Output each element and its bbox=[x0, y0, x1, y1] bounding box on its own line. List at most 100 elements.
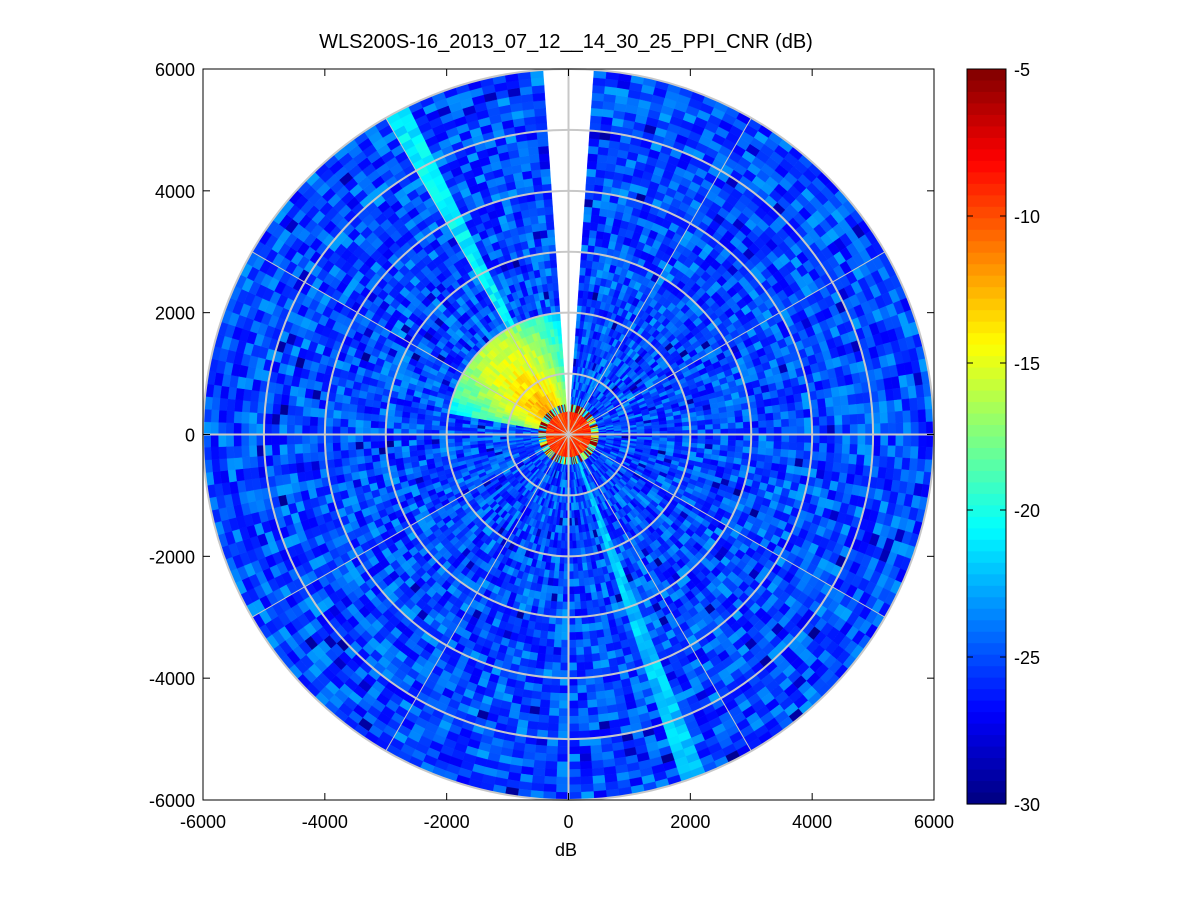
heatmap-cell bbox=[400, 422, 410, 430]
heatmap-cell bbox=[355, 434, 364, 443]
heatmap-cell bbox=[551, 585, 559, 595]
heatmap-cell bbox=[773, 434, 782, 443]
heatmap-cell bbox=[765, 448, 774, 457]
heatmap-cell bbox=[557, 335, 563, 344]
heatmap-cell bbox=[539, 229, 549, 239]
heatmap-cell bbox=[727, 422, 737, 430]
heatmap-cell bbox=[575, 639, 584, 648]
heatmap-cell bbox=[533, 238, 543, 248]
heatmap-cell bbox=[596, 636, 606, 646]
heatmap-cell bbox=[588, 229, 598, 239]
heatmap-cell bbox=[408, 417, 418, 425]
heatmap-cell bbox=[735, 440, 744, 447]
heatmap-cell bbox=[545, 638, 555, 648]
heatmap-cell bbox=[589, 222, 599, 232]
heatmap-cell bbox=[697, 424, 706, 431]
heatmap-cell bbox=[347, 441, 357, 451]
heatmap-cell bbox=[573, 578, 580, 587]
heatmap-cell bbox=[557, 327, 562, 337]
heatmap-cell bbox=[560, 639, 569, 648]
heatmap-cell bbox=[364, 461, 374, 471]
heatmap-cell bbox=[558, 563, 565, 572]
heatmap-cell bbox=[758, 434, 767, 442]
heatmap-cell bbox=[561, 624, 569, 633]
heatmap-cell bbox=[581, 236, 590, 246]
heatmap-cell bbox=[757, 413, 767, 422]
heatmap-cell bbox=[362, 427, 371, 435]
heatmap-cell bbox=[363, 454, 373, 464]
heatmap-cell bbox=[573, 586, 580, 595]
heatmap-cell bbox=[408, 444, 418, 452]
heatmap-cell bbox=[538, 637, 548, 647]
heatmap-cell bbox=[547, 282, 554, 292]
heatmap-cell bbox=[772, 448, 782, 458]
heatmap-cell bbox=[370, 440, 379, 449]
heatmap-cell bbox=[712, 439, 721, 446]
heatmap-cell bbox=[362, 434, 371, 442]
heatmap-cell bbox=[476, 437, 486, 442]
heatmap-cell bbox=[551, 274, 559, 284]
heatmap-cell bbox=[704, 419, 714, 426]
heatmap-cell bbox=[372, 460, 382, 470]
heatmap-cell bbox=[469, 437, 478, 442]
heatmap-cell bbox=[355, 419, 364, 428]
heatmap-cell bbox=[484, 436, 493, 441]
heatmap-cell bbox=[765, 419, 775, 428]
heatmap-cell bbox=[545, 221, 555, 231]
heatmap-cell bbox=[758, 427, 767, 435]
heatmap-cell bbox=[758, 440, 767, 449]
heatmap-cell bbox=[712, 423, 721, 430]
heatmap-cell bbox=[758, 420, 767, 429]
heatmap-cell bbox=[423, 439, 433, 445]
heatmap-cell bbox=[579, 593, 587, 602]
heatmap-cell bbox=[461, 441, 471, 446]
heatmap-cell bbox=[588, 622, 597, 632]
heatmap-cell bbox=[537, 645, 547, 655]
heatmap-cell bbox=[557, 586, 564, 595]
heatmap-cell bbox=[393, 415, 403, 424]
heatmap-cell bbox=[734, 415, 744, 424]
heatmap-cell bbox=[539, 630, 549, 640]
heatmap-cell bbox=[572, 563, 579, 572]
heatmap-cell bbox=[370, 420, 379, 429]
heatmap-cell bbox=[568, 624, 576, 633]
heatmap-cell bbox=[550, 267, 558, 276]
heatmap-cell bbox=[582, 631, 591, 640]
heatmap-cell bbox=[558, 570, 564, 580]
heatmap-cell bbox=[697, 438, 706, 445]
heatmap-cell bbox=[547, 236, 556, 246]
heatmap-cell bbox=[583, 577, 590, 587]
heatmap-cell bbox=[577, 562, 584, 572]
heatmap-cell bbox=[540, 622, 549, 632]
heatmap-cell bbox=[349, 463, 359, 474]
heatmap-cell bbox=[719, 444, 729, 452]
heatmap-cell bbox=[545, 275, 553, 284]
heatmap-cell bbox=[764, 405, 774, 415]
heatmap-cell bbox=[585, 600, 594, 609]
heatmap-cell bbox=[560, 358, 564, 367]
heatmap-cell bbox=[370, 434, 379, 442]
heatmap-cell bbox=[348, 456, 358, 466]
heatmap-cell bbox=[544, 267, 553, 277]
heatmap-cell bbox=[356, 455, 366, 465]
heatmap-cell bbox=[571, 517, 576, 527]
heatmap-cell bbox=[773, 419, 782, 428]
heatmap-cell bbox=[582, 221, 592, 231]
heatmap-cell bbox=[711, 413, 721, 420]
heatmap-cell bbox=[408, 423, 417, 430]
heatmap-cell bbox=[553, 289, 560, 299]
heatmap-cell bbox=[416, 449, 426, 456]
heatmap-cell bbox=[423, 443, 433, 450]
heatmap-cell bbox=[423, 424, 433, 430]
heatmap-cell bbox=[559, 350, 564, 360]
heatmap-cell bbox=[416, 423, 425, 430]
heatmap-cell bbox=[348, 403, 358, 413]
heatmap-cell bbox=[570, 510, 575, 519]
heatmap-cell bbox=[773, 426, 782, 435]
heatmap-cell bbox=[540, 237, 549, 247]
heatmap-cell bbox=[347, 434, 356, 443]
heatmap-cell bbox=[409, 450, 418, 458]
heatmap-cell bbox=[538, 222, 548, 232]
heatmap-cell bbox=[546, 229, 555, 238]
heatmap-cell bbox=[704, 439, 714, 445]
